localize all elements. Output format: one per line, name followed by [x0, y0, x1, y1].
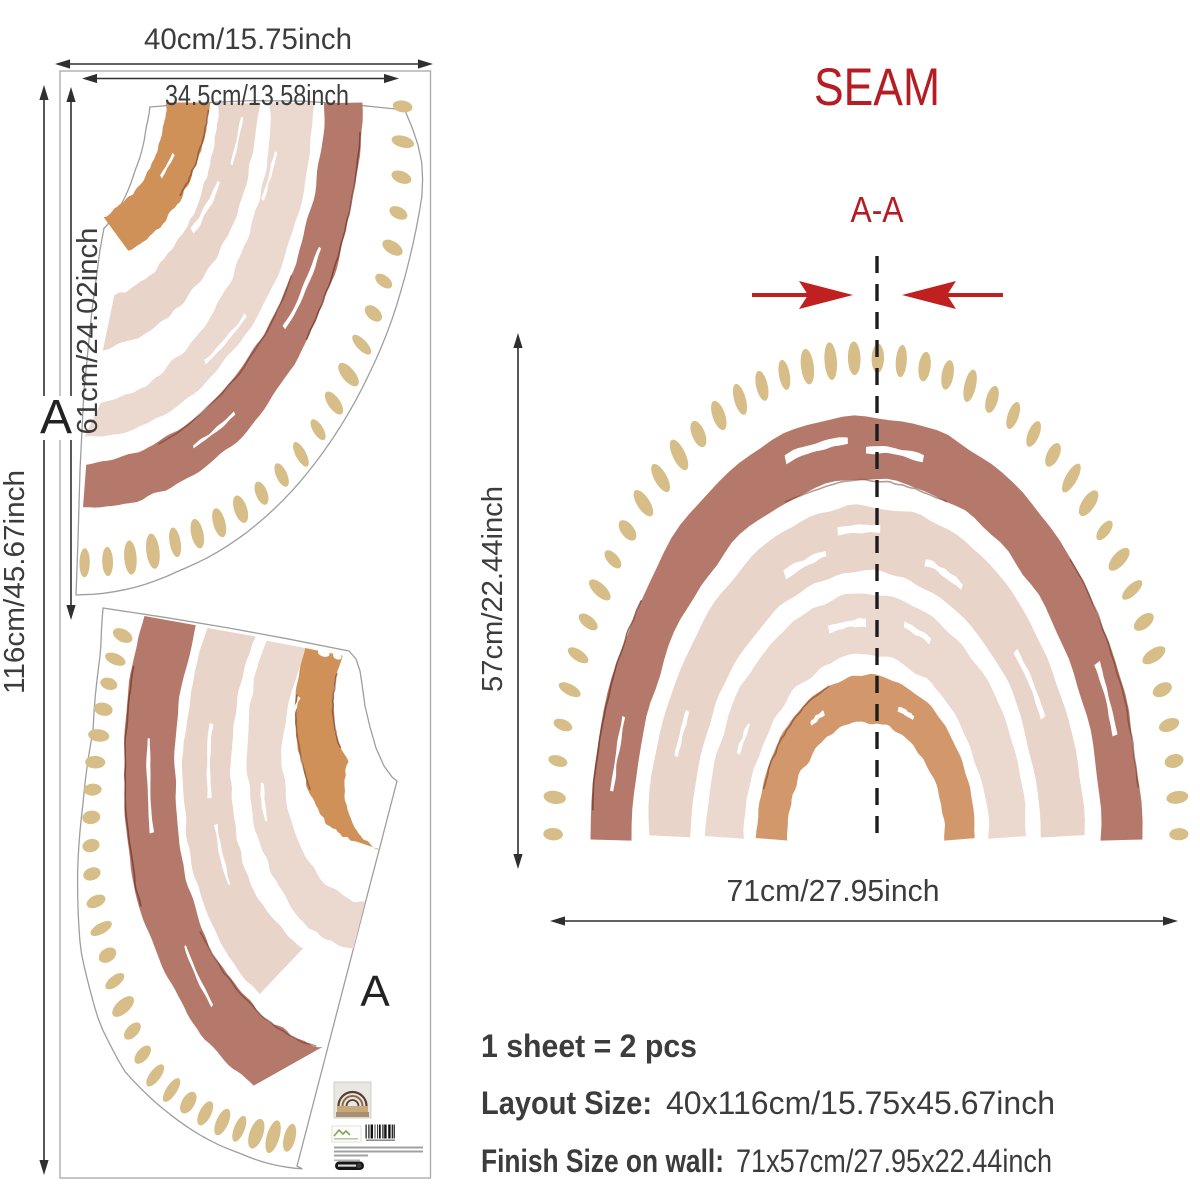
svg-text:Layout Size:: Layout Size: [481, 1085, 652, 1121]
svg-text:71cm/27.95inch: 71cm/27.95inch [727, 873, 940, 908]
svg-text:1 sheet = 2 pcs: 1 sheet = 2 pcs [481, 1028, 697, 1064]
svg-text:40cm/15.75inch: 40cm/15.75inch [144, 23, 352, 56]
svg-text:40x116cm/15.75x45.67inch: 40x116cm/15.75x45.67inch [666, 1085, 1055, 1121]
svg-text:61cm/24.02inch: 61cm/24.02inch [72, 227, 104, 434]
svg-text:116cm/45.67inch: 116cm/45.67inch [0, 470, 31, 694]
svg-text:SEAM: SEAM [814, 58, 940, 117]
svg-text:34.5cm/13.58inch: 34.5cm/13.58inch [165, 80, 349, 112]
svg-text:A-A: A-A [851, 189, 904, 230]
svg-text:A: A [40, 391, 72, 444]
svg-text:57cm/22.44inch: 57cm/22.44inch [477, 486, 509, 692]
svg-text:A: A [360, 967, 390, 1016]
svg-text:Finish Size on wall:: Finish Size on wall: [481, 1143, 724, 1179]
svg-text:71x57cm/27.95x22.44inch: 71x57cm/27.95x22.44inch [736, 1143, 1052, 1179]
